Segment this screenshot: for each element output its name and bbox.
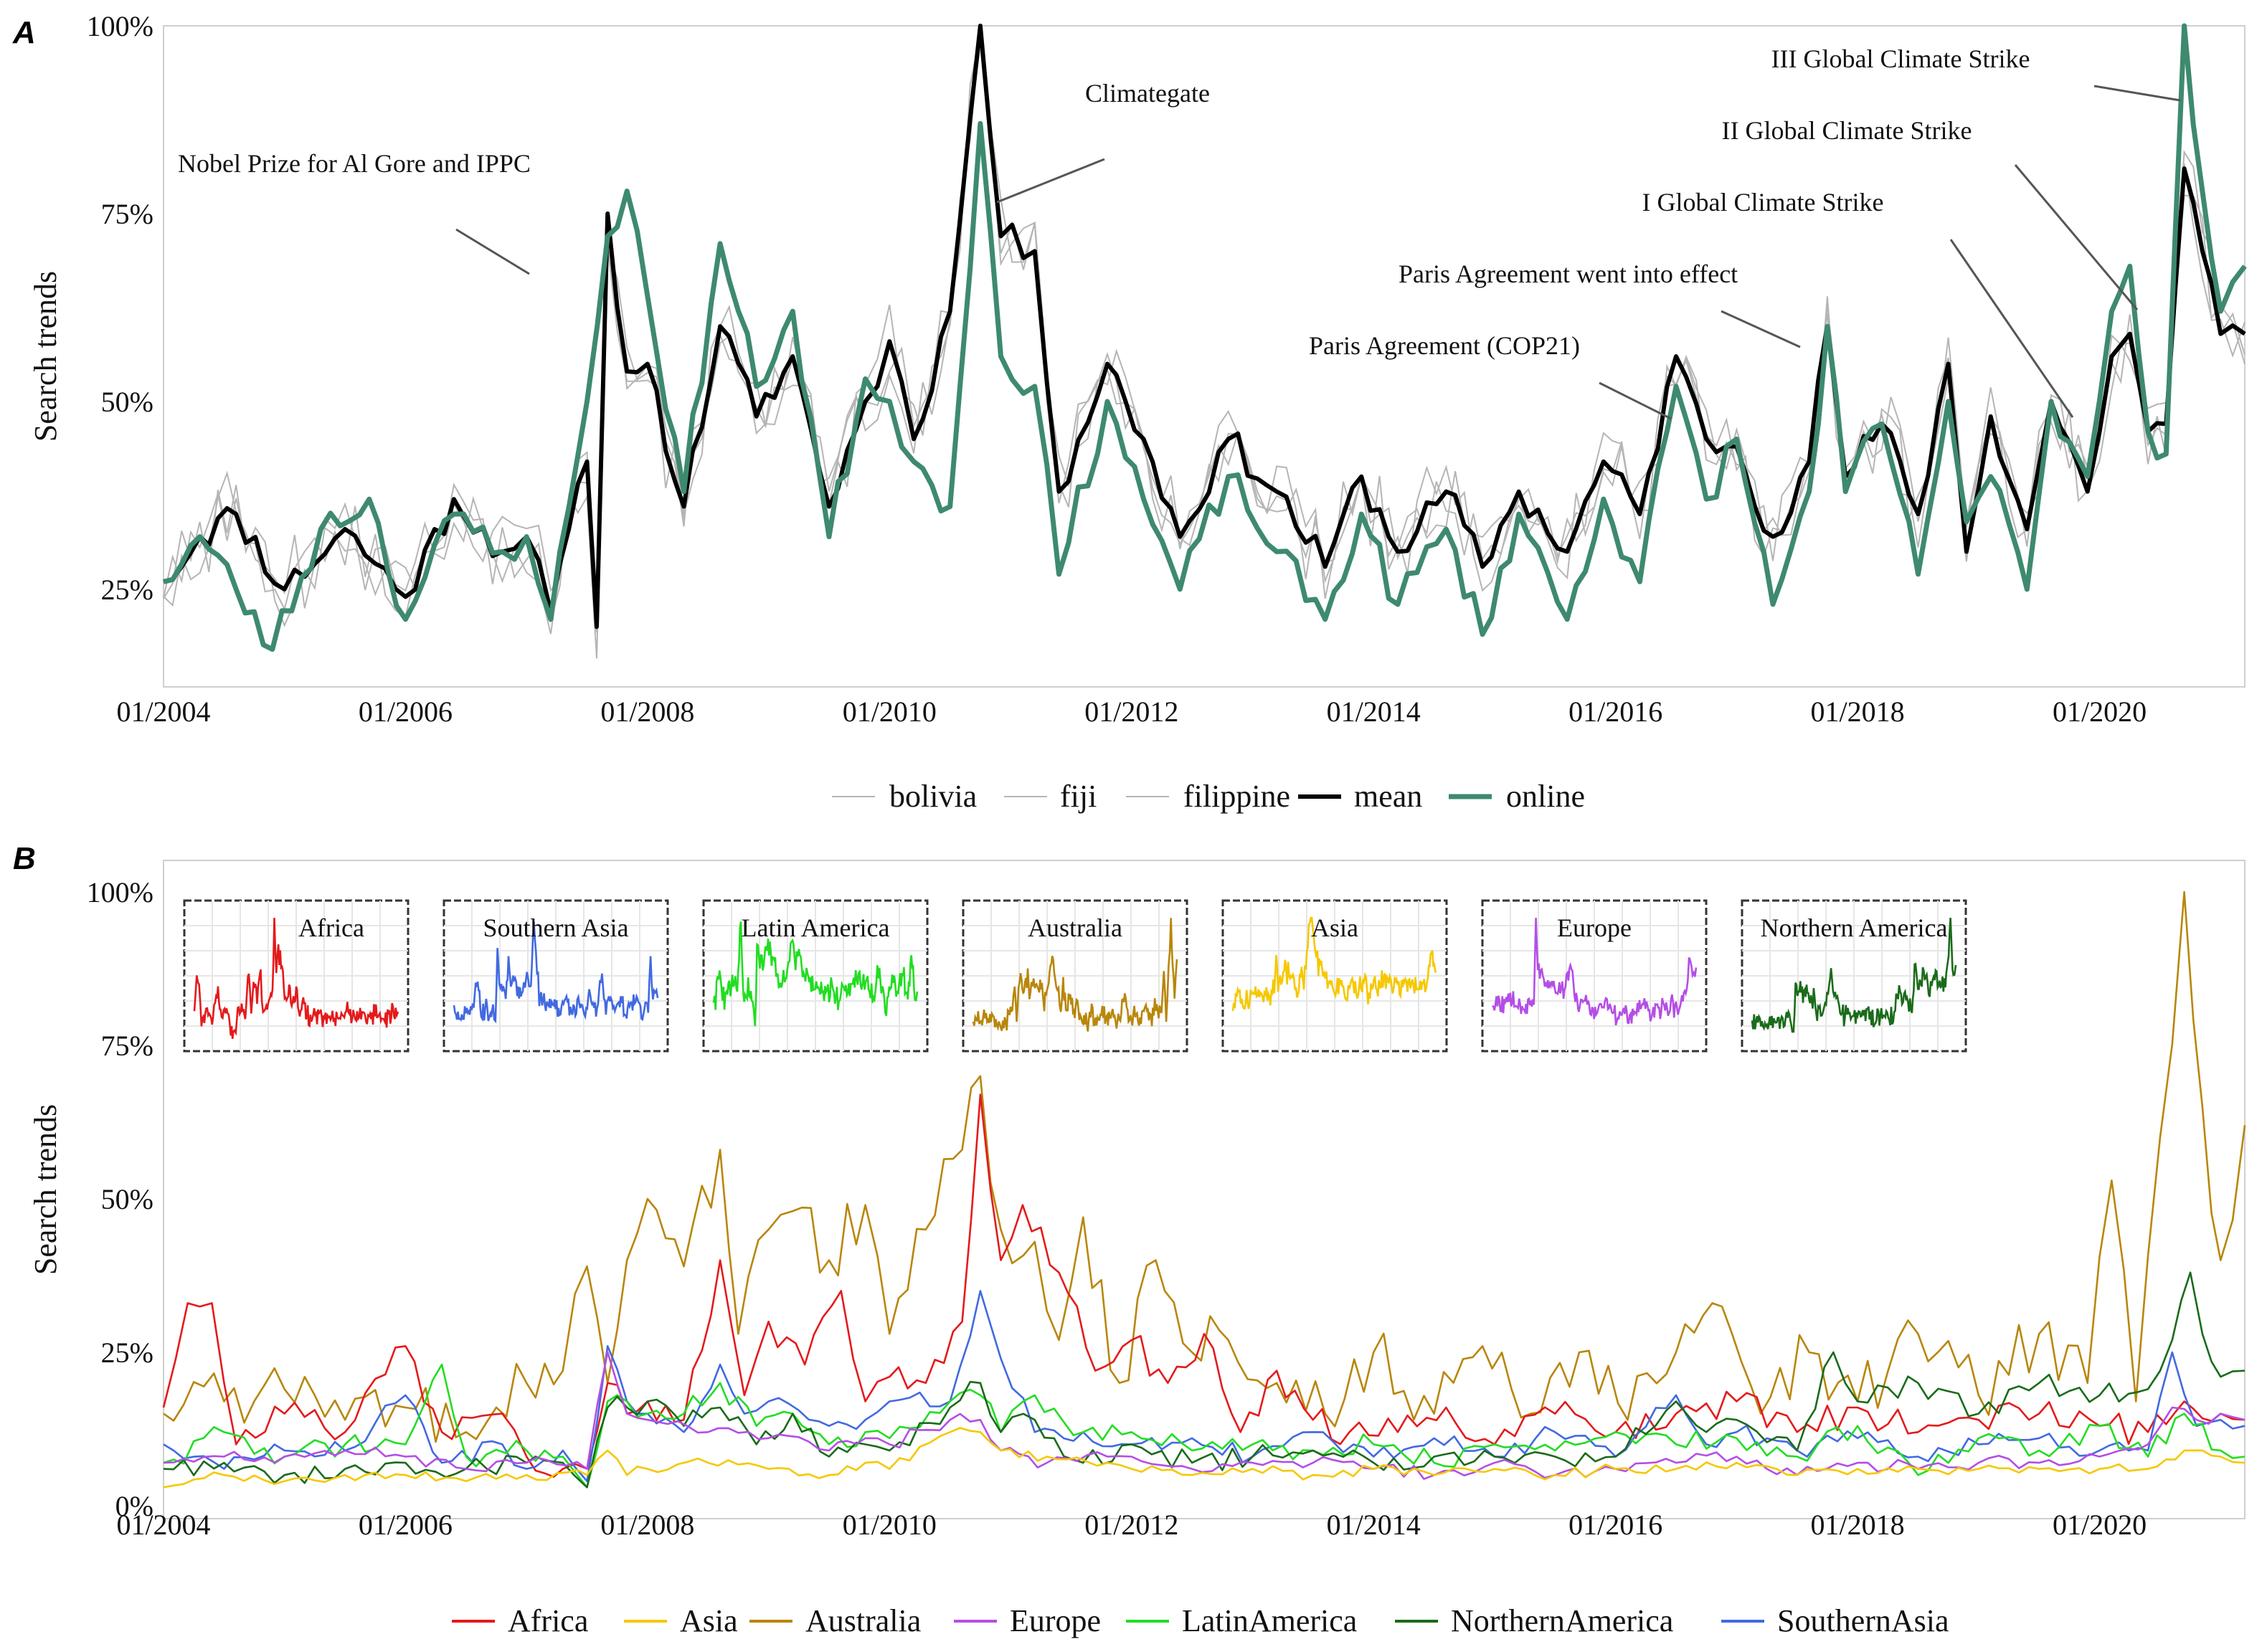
x-tick-label: 01/2004 bbox=[116, 696, 210, 728]
inset-africa: Africa bbox=[183, 899, 410, 1053]
series-online bbox=[163, 23, 2247, 652]
y-tick-label: 100% bbox=[87, 876, 153, 908]
annotation-line bbox=[455, 228, 530, 275]
x-tick-label: 01/2010 bbox=[843, 696, 937, 728]
y-axis-label-a: Search trends bbox=[28, 271, 63, 442]
x-tick-label: 01/2018 bbox=[1811, 1509, 1905, 1541]
x-tick-label: 01/2010 bbox=[843, 1509, 937, 1541]
panel-a: A 25% 50% 75% 100% 01/2004 01/2006 01/2008 01/20… bbox=[12, 10, 2247, 814]
inset-europe: Europe bbox=[1481, 899, 1708, 1053]
annotation-label: Climategate bbox=[1085, 79, 1210, 108]
y-tick-label: 25% bbox=[101, 1337, 153, 1369]
series-asia bbox=[163, 1427, 2246, 1489]
x-tick-label: 01/2014 bbox=[1327, 1509, 1421, 1541]
x-tick-label: 01/2004 bbox=[116, 1509, 210, 1541]
y-tick-label: 0% bbox=[115, 1490, 153, 1522]
x-tick-label: 01/2020 bbox=[2053, 1509, 2147, 1541]
y-tick-label: 25% bbox=[101, 574, 153, 606]
annotation-line bbox=[996, 158, 1105, 204]
series-mean bbox=[163, 24, 2246, 630]
annotation-line bbox=[2014, 164, 2139, 310]
x-tick-label: 01/2008 bbox=[600, 1509, 694, 1541]
x-tick-label: 01/2016 bbox=[1568, 696, 1662, 728]
inset-northernamerica: Northern America bbox=[1741, 899, 1967, 1053]
x-tick-label: 01/2012 bbox=[1084, 696, 1178, 728]
inset-title: Australia bbox=[1028, 913, 1122, 942]
inset-title: Latin America bbox=[742, 913, 890, 942]
legend-label-australia: Australia bbox=[805, 1603, 921, 1638]
inset-asia: Asia bbox=[1221, 899, 1448, 1053]
annotation-label: Paris Agreement (COP21) bbox=[1309, 331, 1580, 360]
annotation-label: II Global Climate Strike bbox=[1722, 116, 1972, 145]
inset-line bbox=[972, 918, 1178, 1032]
inset-title: Southern Asia bbox=[483, 913, 629, 942]
x-tick-label: 01/2016 bbox=[1568, 1509, 1662, 1541]
inset-line bbox=[712, 921, 919, 1027]
legend-label-africa: Africa bbox=[508, 1603, 588, 1638]
series-australia bbox=[163, 891, 2246, 1443]
x-tick-label: 01/2008 bbox=[600, 696, 694, 728]
panel-label-a: A bbox=[12, 15, 36, 50]
panel-label-b: B bbox=[13, 841, 36, 876]
inset-line bbox=[1751, 917, 1957, 1033]
legend-label-asia: Asia bbox=[680, 1603, 738, 1638]
panel-b: B 0% 25% 50% 75% 100% 01/2004 01/2006 01/2008 01/… bbox=[13, 841, 2246, 1638]
inset-australia: Australia bbox=[962, 899, 1188, 1053]
x-tick-label: 01/2018 bbox=[1811, 696, 1905, 728]
y-tick-label: 50% bbox=[101, 386, 153, 418]
inset-title: Africa bbox=[298, 913, 364, 942]
x-tick-label: 01/2020 bbox=[2053, 696, 2147, 728]
annotation-label: Nobel Prize for Al Gore and IPPC bbox=[178, 149, 531, 178]
series-africa bbox=[162, 1093, 2246, 1478]
x-tick-label: 01/2006 bbox=[359, 1509, 453, 1541]
legend-label-europe: Europe bbox=[1010, 1603, 1101, 1638]
series-bolivia bbox=[163, 33, 2246, 659]
annotation-label: Paris Agreement went into effect bbox=[1399, 260, 1738, 288]
annotation-label: I Global Climate Strike bbox=[1642, 188, 1884, 217]
legend-label-online: online bbox=[1506, 779, 1585, 814]
legend-label-bolivia: bolivia bbox=[889, 779, 977, 814]
y-tick-label: 50% bbox=[101, 1183, 153, 1215]
legend-label-fiji: fiji bbox=[1060, 779, 1097, 814]
inset-line bbox=[193, 917, 399, 1039]
x-tick-label: 01/2014 bbox=[1327, 696, 1421, 728]
inset-southernasia: Southern Asia bbox=[443, 899, 669, 1053]
series-northernamerica bbox=[163, 1271, 2246, 1489]
inset-line bbox=[453, 921, 659, 1024]
legend-label-mean: mean bbox=[1354, 779, 1422, 814]
inset-line bbox=[1231, 916, 1437, 1012]
annotation-line bbox=[1599, 381, 1672, 420]
series-southernasia bbox=[163, 1290, 2246, 1483]
series-fiji bbox=[163, 25, 2246, 633]
y-tick-label: 75% bbox=[101, 198, 153, 230]
x-tick-label: 01/2012 bbox=[1084, 1509, 1178, 1541]
annotation-line bbox=[2093, 85, 2181, 102]
series-latinamerica bbox=[163, 1363, 2246, 1489]
inset-title: Asia bbox=[1311, 913, 1358, 942]
inset-line bbox=[1491, 917, 1698, 1026]
inset-latinamerica: Latin America bbox=[702, 899, 929, 1053]
legend-label-latinamerica: LatinAmerica bbox=[1182, 1603, 1357, 1638]
legend-label-southernasia: SouthernAsia bbox=[1777, 1603, 1949, 1638]
inset-title: Europe bbox=[1557, 913, 1632, 942]
annotation-line bbox=[1949, 239, 2074, 418]
plot-area-a bbox=[163, 25, 2246, 688]
annotation-line bbox=[1721, 310, 1801, 348]
y-tick-label: 75% bbox=[101, 1030, 153, 1062]
legend-label-northernamerica: NorthernAmerica bbox=[1451, 1603, 1673, 1638]
legend-label-filippine: filippine bbox=[1183, 779, 1290, 814]
inset-title: Northern America bbox=[1761, 913, 1948, 942]
x-tick-label: 01/2006 bbox=[359, 696, 453, 728]
y-tick-label: 100% bbox=[87, 10, 153, 42]
y-axis-label-b: Search trends bbox=[28, 1104, 63, 1275]
annotation-label: III Global Climate Strike bbox=[1771, 44, 2030, 73]
